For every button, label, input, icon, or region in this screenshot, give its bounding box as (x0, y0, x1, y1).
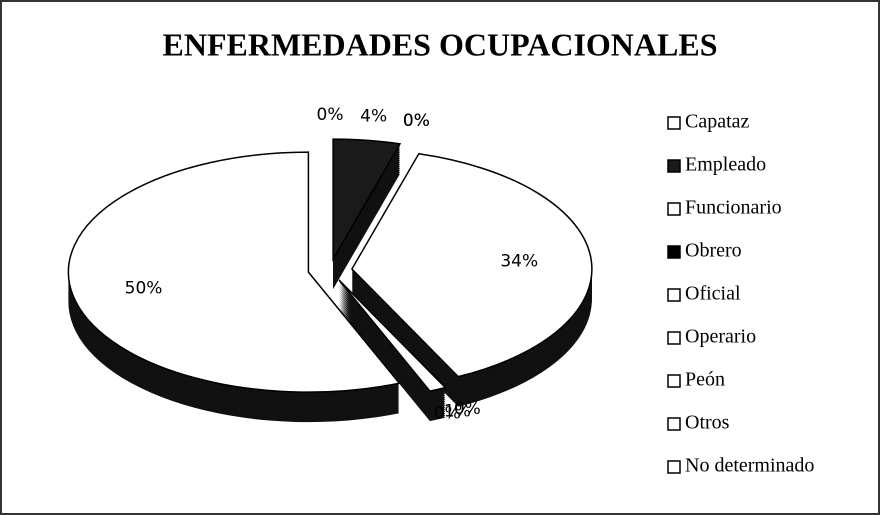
data-label: 34% (500, 252, 538, 272)
legend-swatch (667, 159, 681, 173)
legend-label: Obrero (685, 240, 742, 262)
legend-label: No determinado (685, 455, 814, 477)
legend-label: Peón (685, 369, 725, 391)
legend-label: Otros (685, 412, 730, 434)
data-label: 0% (317, 105, 344, 125)
legend-swatch (667, 288, 681, 302)
legend-swatch (667, 417, 681, 431)
pie-slice (350, 152, 593, 378)
data-label: 0% (403, 111, 430, 131)
data-label: 0% (454, 399, 481, 419)
legend-label: Operario (685, 326, 756, 348)
legend-swatch (667, 374, 681, 388)
data-label: 1% (444, 401, 471, 421)
data-label: 0% (403, 111, 430, 131)
pie-slice (67, 151, 401, 393)
data-label: 50% (125, 278, 163, 298)
pie-slice (332, 138, 402, 262)
legend-swatch (667, 202, 681, 216)
legend-label: Capataz (685, 111, 750, 133)
legend-label: Funcionario (685, 197, 782, 219)
data-label: 0% (434, 403, 461, 423)
legend-swatch (667, 331, 681, 345)
legend-swatch (667, 245, 681, 259)
legend-label: Empleado (685, 154, 766, 176)
legend-label: Oficial (685, 283, 741, 305)
legend-swatch (667, 116, 681, 130)
legend-swatch (667, 460, 681, 474)
pie-slice (338, 279, 447, 392)
data-label: 4% (360, 107, 387, 127)
chart-title: ENFERMEDADES OCUPACIONALES (162, 26, 717, 62)
